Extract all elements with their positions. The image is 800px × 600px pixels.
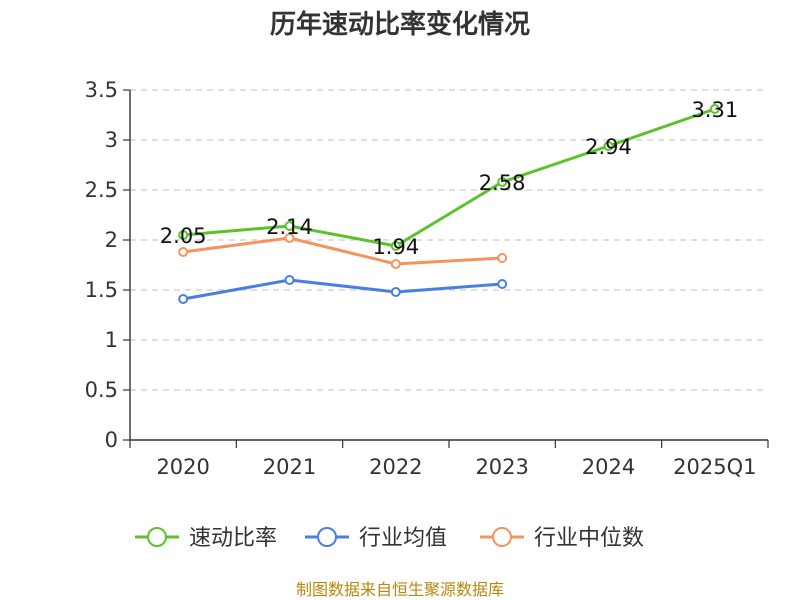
data-label: 2.58 — [479, 171, 526, 195]
legend-label: 速动比率 — [189, 526, 277, 551]
legend[interactable]: 速动比率 行业均值 行业中位数 — [135, 526, 644, 551]
y-tick-label: 0 — [105, 428, 118, 452]
y-tick-label: 1.5 — [85, 278, 118, 302]
data-point[interactable] — [390, 241, 401, 251]
data-point[interactable] — [284, 233, 295, 243]
x-tick-label: 2021 — [263, 455, 316, 479]
x-tick-label: 2025Q1 — [673, 455, 756, 479]
series-line-0 — [183, 107, 716, 248]
legend-label: 行业均值 — [359, 526, 447, 551]
legend-item-0[interactable]: 速动比率 — [135, 526, 277, 551]
y-tick-label: 3.5 — [85, 78, 118, 102]
x-tick-label: 2023 — [475, 455, 528, 479]
legend-item-1[interactable]: 行业均值 — [305, 526, 447, 551]
data-point[interactable] — [497, 279, 508, 289]
data-point[interactable] — [178, 230, 189, 240]
series-line-1 — [182, 278, 503, 301]
y-tick-label: 1 — [105, 328, 118, 352]
y-tick-label: 2.5 — [85, 178, 118, 202]
data-point[interactable] — [497, 177, 508, 187]
legend-marker — [492, 527, 512, 547]
axes: 0 0.5 1 1.5 2 2.5 3 3.5 2020 2021 2022 2023 2024 2025… — [85, 78, 769, 479]
data-label: 2.05 — [160, 224, 207, 248]
grid — [130, 89, 768, 391]
x-tick-label: 2020 — [156, 455, 209, 479]
data-point[interactable] — [390, 259, 401, 269]
x-tick-label: 2022 — [369, 455, 422, 479]
data-point[interactable] — [178, 294, 189, 304]
data-point[interactable] — [390, 287, 401, 297]
x-tick-label: 2024 — [582, 455, 635, 479]
data-label: 3.31 — [691, 98, 738, 122]
data-label: 1.94 — [372, 235, 419, 259]
legend-label: 行业中位数 — [534, 526, 644, 551]
data-point[interactable] — [178, 247, 189, 257]
data-point[interactable] — [497, 253, 508, 263]
data-point[interactable] — [603, 141, 614, 151]
y-tick-label: 0.5 — [85, 378, 118, 402]
y-tick-label: 2 — [105, 228, 118, 252]
legend-marker — [317, 527, 337, 547]
legend-marker — [147, 527, 167, 547]
data-point[interactable] — [709, 104, 720, 114]
data-labels: 2.05 2.14 1.94 2.58 2.94 3.31 — [160, 98, 738, 259]
data-label: 2.14 — [266, 215, 313, 239]
series-line-2 — [182, 236, 503, 266]
legend-item-2[interactable]: 行业中位数 — [480, 526, 644, 551]
data-label: 2.94 — [585, 135, 632, 159]
series-group — [178, 104, 720, 304]
source-footer: 制图数据来自恒生聚源数据库 — [296, 580, 504, 599]
data-point[interactable] — [284, 221, 295, 231]
data-point[interactable] — [284, 275, 295, 285]
y-tick-label: 3 — [105, 128, 118, 152]
chart-title: 历年速动比率变化情况 — [270, 9, 530, 40]
